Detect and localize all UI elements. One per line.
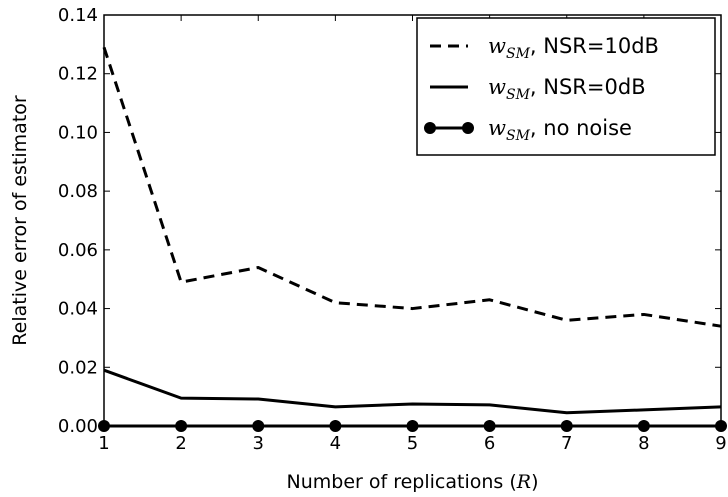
- legend-label: , no noise: [530, 116, 632, 140]
- legend-marker: [462, 122, 474, 134]
- plot-frame: [103, 14, 722, 427]
- legend-entry: wSM, no noise: [488, 116, 632, 144]
- legend-subscript: SM: [506, 128, 531, 144]
- x-tick-label: 5: [407, 433, 418, 454]
- legend-subscript: SM: [506, 46, 531, 62]
- x-tick-label: 9: [715, 433, 726, 454]
- legend-marker: [424, 122, 436, 134]
- y-tick-label: 0.04: [58, 299, 98, 320]
- x-tick-label: 4: [330, 433, 341, 454]
- series-line: [103, 368, 722, 415]
- legend-label: , NSR=10dB: [530, 34, 659, 58]
- legend-symbol: w: [488, 75, 506, 99]
- x-axis-label: Number of replications (R): [287, 471, 539, 493]
- x-axis-label-symbol: R: [516, 471, 531, 493]
- x-tick-label: 6: [484, 433, 495, 454]
- y-tick-label: 0.10: [58, 122, 98, 143]
- y-tick-label: 0.06: [58, 240, 98, 261]
- x-tick-label: 3: [253, 433, 264, 454]
- x-axis-label-suffix: ): [531, 471, 538, 493]
- y-tick-label: 0.14: [58, 5, 98, 26]
- y-axis-label: Relative error of estimator: [9, 95, 31, 346]
- y-tick-label: 0.00: [58, 416, 98, 437]
- y-tick-label: 0.12: [58, 64, 98, 85]
- series-line: [102, 46, 722, 328]
- x-axis-label-text: Number of replications (: [287, 471, 517, 493]
- legend-symbol: w: [488, 34, 506, 58]
- legend-symbol: w: [488, 116, 506, 140]
- y-tick-label: 0.02: [58, 357, 98, 378]
- x-tick-label: 7: [561, 433, 572, 454]
- legend-entry: wSM, NSR=0dB: [488, 75, 646, 103]
- legend-entry: wSM, NSR=10dB: [488, 34, 659, 62]
- y-tick-label: 0.08: [58, 181, 98, 202]
- legend-subscript: SM: [506, 87, 531, 103]
- legend-label: , NSR=0dB: [530, 75, 646, 99]
- x-tick-label: 2: [175, 433, 186, 454]
- x-tick-label: 1: [98, 433, 109, 454]
- x-tick-label: 8: [638, 433, 649, 454]
